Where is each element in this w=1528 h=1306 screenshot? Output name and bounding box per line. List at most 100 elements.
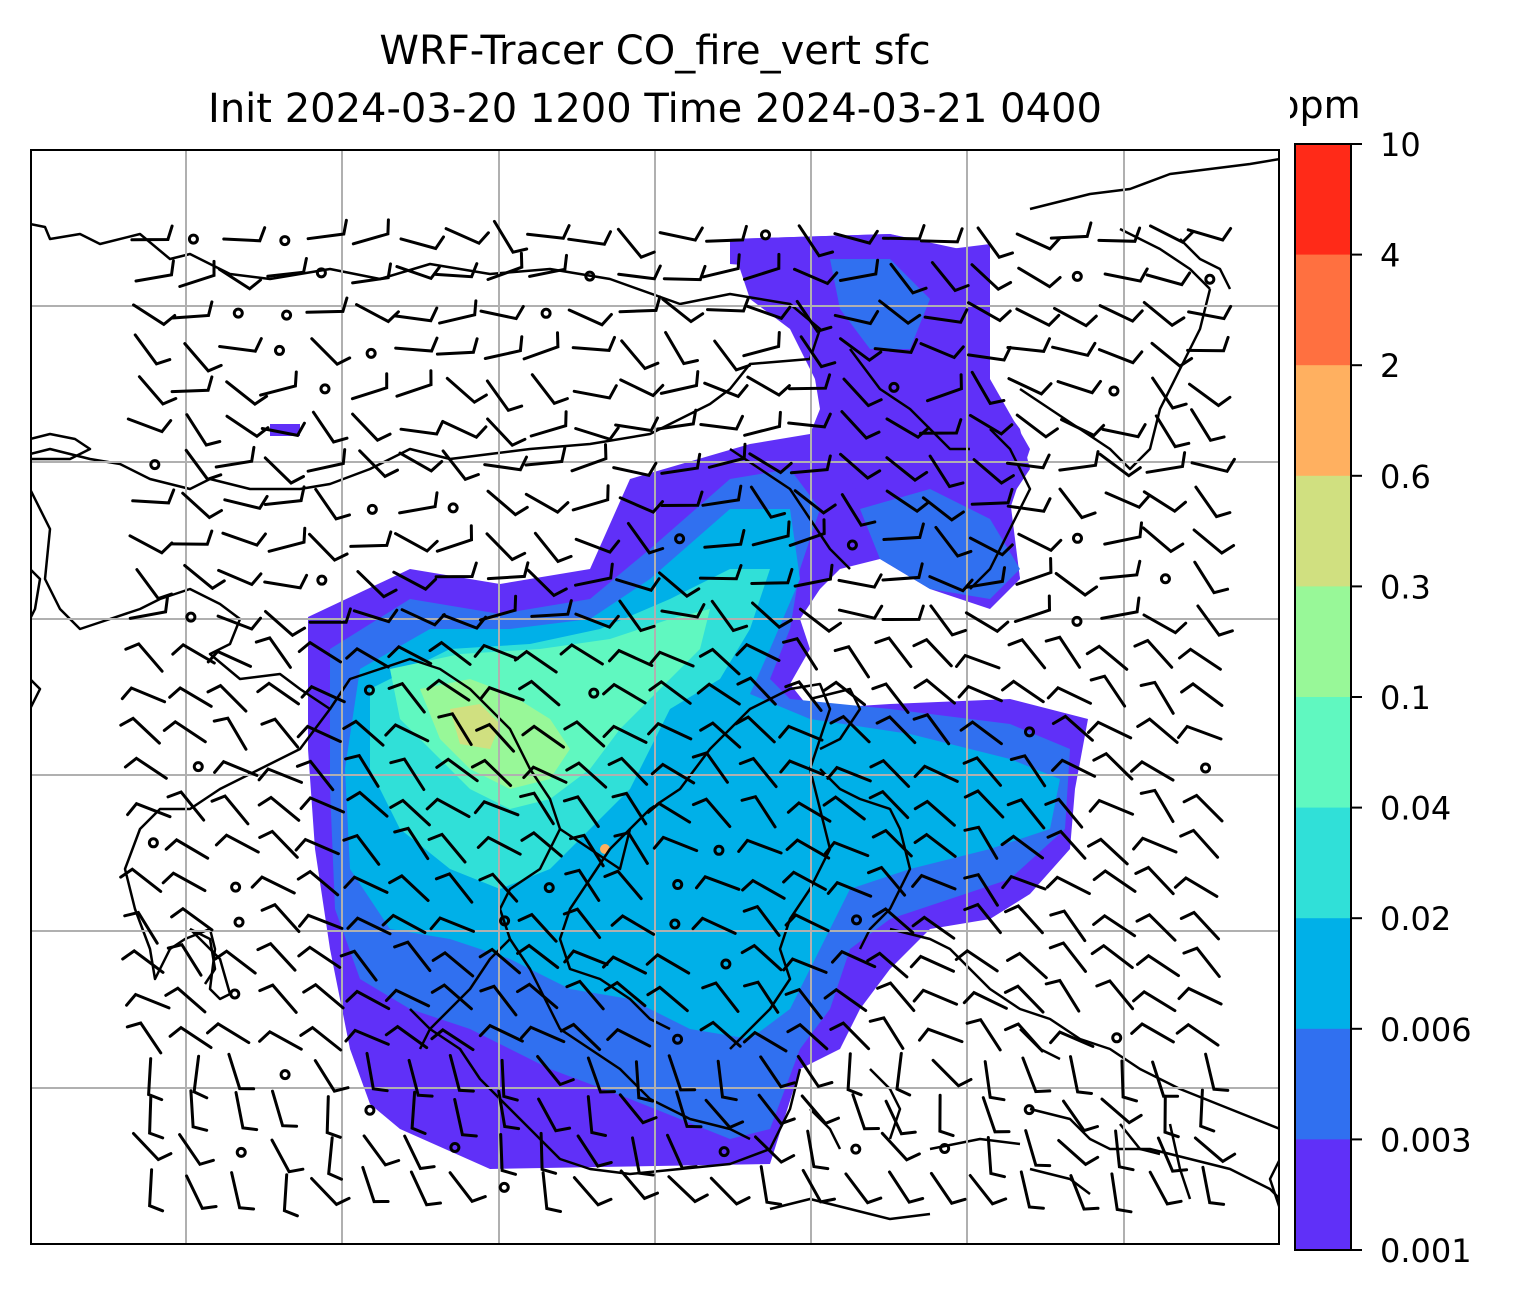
wind-barb — [388, 874, 430, 902]
wind-barb — [1024, 1129, 1052, 1168]
wind-barb — [258, 983, 298, 1014]
wind-barb — [475, 722, 516, 753]
wind-barb — [126, 801, 172, 819]
wind-barb — [135, 568, 174, 601]
wind-barb — [1150, 341, 1194, 368]
wind-barb — [912, 637, 953, 668]
wind-barb — [574, 612, 620, 629]
wind-barb — [305, 296, 349, 314]
wind-barb — [967, 345, 1012, 362]
wind-barb — [393, 306, 439, 323]
calm-wind-marker — [584, 270, 596, 282]
wind-barb — [909, 954, 955, 973]
wind-barb — [1004, 904, 1044, 935]
wind-barb — [1087, 837, 1129, 866]
calm-wind-marker — [364, 1104, 376, 1116]
calm-wind-marker — [1111, 1032, 1123, 1044]
wind-barb — [1069, 1174, 1100, 1211]
wind-barb — [1057, 1139, 1100, 1167]
wind-barb — [407, 1058, 434, 1098]
wind-barb — [403, 1134, 436, 1171]
map-title-line1: WRF-Tracer CO_fire_vert sfc — [379, 28, 931, 74]
wind-barb — [786, 801, 832, 823]
wind-barb — [706, 296, 750, 313]
wind-barb — [399, 235, 445, 251]
wind-barb — [282, 1173, 299, 1218]
wind-barb — [798, 607, 842, 633]
wind-barb — [658, 571, 701, 599]
wind-barb — [970, 487, 1014, 506]
wind-barb — [148, 1095, 165, 1140]
wind-barb — [885, 417, 930, 440]
wind-barb — [934, 525, 973, 558]
wind-barb — [965, 566, 1006, 589]
wind-barb — [470, 758, 513, 787]
wind-barb — [161, 871, 207, 893]
wind-barb — [913, 832, 957, 858]
wind-barb — [1142, 301, 1186, 328]
wind-barb — [919, 227, 964, 244]
wind-barb — [185, 413, 222, 447]
wind-barb — [1187, 304, 1233, 321]
wind-barb — [743, 410, 782, 437]
wind-barb — [400, 608, 446, 627]
wind-barb — [926, 373, 963, 403]
wind-barb — [801, 1168, 836, 1204]
wind-barb — [620, 339, 660, 371]
wind-barb — [882, 522, 925, 541]
wind-barb — [913, 678, 956, 705]
wind-barb — [1058, 450, 1100, 472]
wind-barb — [526, 568, 568, 598]
wind-barb — [358, 449, 399, 479]
wind-barb — [1103, 267, 1149, 283]
wind-barb — [1149, 224, 1194, 245]
wind-barb — [563, 720, 606, 748]
wind-barb — [738, 756, 778, 789]
calm-wind-marker — [1023, 1104, 1035, 1116]
wind-barb — [526, 224, 571, 240]
wind-barb — [210, 794, 250, 826]
wind-barb — [881, 224, 926, 241]
wind-barb — [833, 645, 870, 679]
calm-wind-marker — [718, 1146, 730, 1158]
wind-barb — [1101, 423, 1147, 439]
wind-barb — [656, 408, 698, 431]
wind-barb — [1186, 335, 1230, 353]
wind-barb — [148, 1168, 165, 1213]
wind-barb — [206, 1021, 251, 1045]
calm-wind-marker — [1204, 273, 1216, 285]
wind-barb — [826, 880, 873, 898]
wind-barb — [429, 916, 475, 933]
wind-barb — [868, 1016, 905, 1050]
wind-barb — [746, 304, 792, 321]
wind-barb — [782, 636, 818, 671]
wind-barb — [216, 614, 262, 631]
wind-barb — [983, 1060, 1006, 1102]
wind-barb — [970, 370, 1006, 406]
colorbar-segment — [1295, 697, 1351, 809]
wind-barb — [1135, 912, 1177, 942]
wind-barb — [823, 987, 868, 1012]
wind-barb — [520, 831, 563, 858]
wind-barb — [986, 1136, 1006, 1179]
wind-barb — [962, 756, 1002, 787]
wind-barb — [1098, 452, 1142, 478]
wind-barb — [612, 461, 658, 477]
map-title-line2: Init 2024-03-20 1200 Time 2024-03-21 040… — [208, 86, 1102, 132]
wind-barb — [650, 762, 696, 785]
wind-barb — [784, 680, 823, 712]
wind-barb — [264, 610, 307, 638]
wind-barb — [522, 331, 560, 361]
wind-barb — [1085, 644, 1129, 671]
wind-barb — [930, 261, 970, 293]
wind-barb — [1051, 341, 1097, 358]
wind-barb — [453, 1098, 478, 1138]
wind-barb — [962, 990, 1008, 1010]
tracer-level-03 — [450, 704, 500, 749]
wind-barb — [1000, 834, 1044, 860]
wind-barb — [214, 833, 260, 854]
wind-barb — [866, 951, 909, 979]
wind-barb — [928, 454, 965, 489]
wind-barb — [166, 942, 203, 977]
wind-barb — [658, 226, 704, 242]
